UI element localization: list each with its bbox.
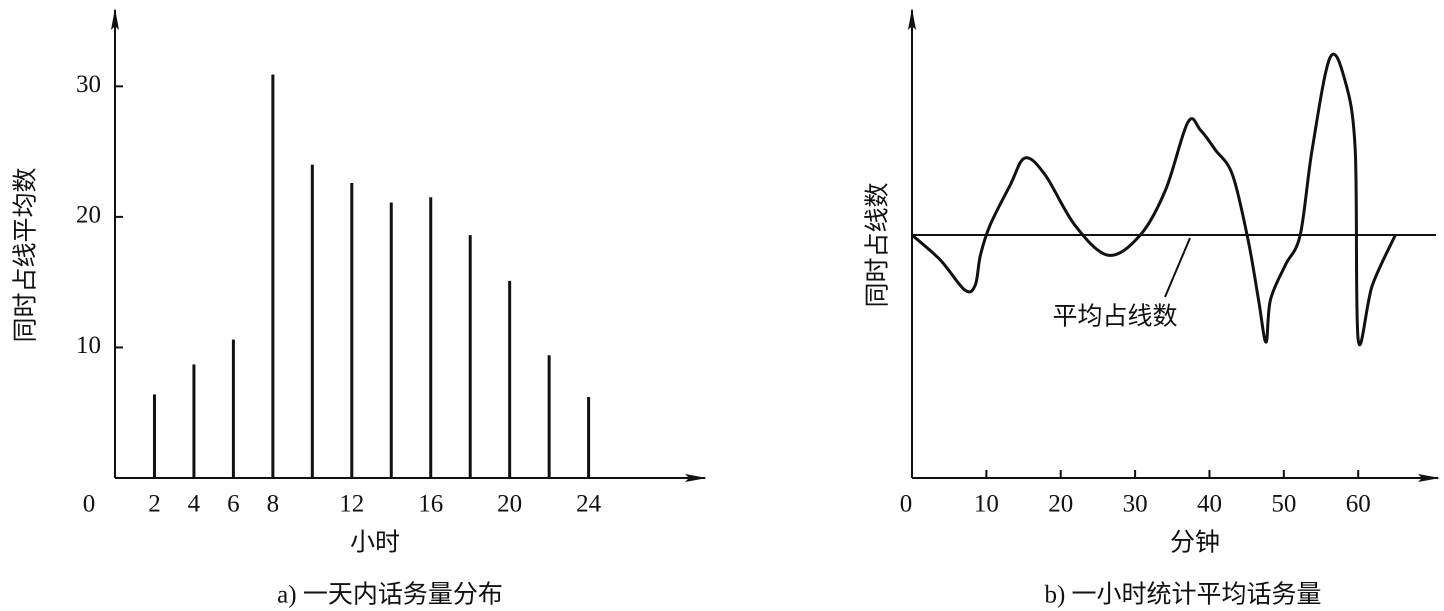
x-tick-label: 0 xyxy=(900,491,913,518)
caption: a) 一天内话务量分布 xyxy=(277,581,503,609)
x-axis-arrow xyxy=(685,474,707,482)
leader-line xyxy=(1164,237,1191,298)
x-tick-label: 10 xyxy=(974,491,999,518)
y-axis-title: 同时占线平均数 xyxy=(12,167,40,342)
bar xyxy=(350,182,354,478)
x-tick-label: 20 xyxy=(1048,491,1073,518)
x-tick-label: 12 xyxy=(339,491,364,518)
y-axis-arrow xyxy=(908,8,916,30)
x-axis-title: 小时 xyxy=(350,529,400,557)
x-tick-label: 16 xyxy=(418,491,443,518)
bar xyxy=(231,339,235,478)
x-tick-label: 8 xyxy=(267,491,280,518)
x-tick-label: 50 xyxy=(1271,491,1296,518)
x-tick-label: 0 xyxy=(83,491,96,518)
y-axis-arrow xyxy=(111,8,119,30)
bar xyxy=(547,355,551,478)
bar xyxy=(192,364,196,478)
line xyxy=(911,52,1397,347)
bar xyxy=(429,197,433,479)
bar xyxy=(468,235,472,478)
x-tick-label: 40 xyxy=(1197,491,1222,518)
x-tick-label: 4 xyxy=(188,491,201,518)
x-tick-label: 30 xyxy=(1123,491,1148,518)
x-tick-label: 60 xyxy=(1346,491,1371,518)
bar xyxy=(271,74,275,478)
bar xyxy=(152,394,156,478)
x-tick-label: 2 xyxy=(148,491,161,518)
x-tick-label: 20 xyxy=(497,491,522,518)
reference-label: 平均占线数 xyxy=(1052,303,1177,331)
x-tick-label: 6 xyxy=(227,491,240,518)
bar xyxy=(587,397,591,478)
x-tick-label: 24 xyxy=(576,491,602,518)
bar xyxy=(310,164,314,478)
bar xyxy=(508,280,512,478)
y-tick-label: 10 xyxy=(76,332,101,359)
y-tick-label: 20 xyxy=(76,202,101,229)
x-axis-title: 分钟 xyxy=(1170,529,1220,557)
y-tick-label: 30 xyxy=(76,71,101,98)
x-axis-arrow xyxy=(1418,474,1440,482)
caption: b) 一小时统计平均话务量 xyxy=(1044,581,1321,609)
bar xyxy=(389,202,393,478)
y-axis-title: 同时占线数 xyxy=(864,182,892,307)
